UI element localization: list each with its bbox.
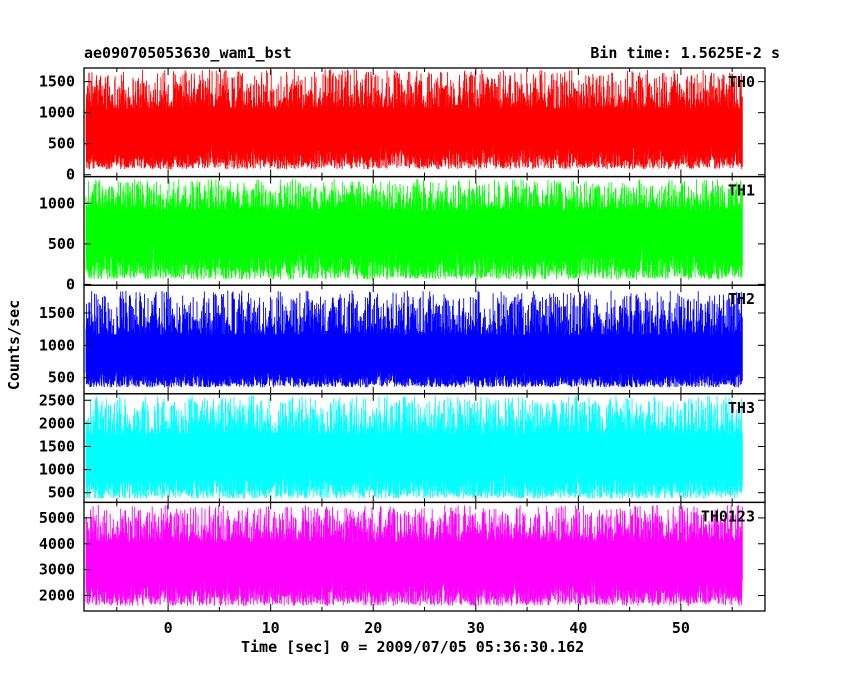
y-tick-label: 1000 <box>39 336 75 354</box>
x-tick-label: 20 <box>364 619 382 637</box>
x-tick-label: 50 <box>672 619 690 637</box>
panel-label-th0123: TH0123 <box>701 507 755 525</box>
y-tick-label: 0 <box>66 166 75 184</box>
y-tick-label: 1500 <box>39 304 75 322</box>
x-tick-label: 30 <box>467 619 485 637</box>
panel-label-th3: TH3 <box>728 399 755 417</box>
y-tick-label: 1500 <box>39 73 75 91</box>
lightcurve-th1 <box>85 179 743 280</box>
x-tick-label: 0 <box>164 619 173 637</box>
panel-label-th0: TH0 <box>728 73 755 91</box>
y-tick-label: 500 <box>48 135 75 153</box>
x-axis-label: Time [sec] 0 = 2009/07/05 05:36:30.162 <box>241 638 585 656</box>
y-tick-label: 1000 <box>39 104 75 122</box>
panel-label-th1: TH1 <box>728 182 755 200</box>
y-tick-label: 500 <box>48 235 75 253</box>
x-tick-label: 40 <box>569 619 587 637</box>
y-tick-label: 0 <box>66 275 75 293</box>
y-tick-label: 2000 <box>39 414 75 432</box>
bin-time-label: Bin time: 1.5625E-2 s <box>590 44 780 62</box>
lightcurve-th3 <box>85 395 743 499</box>
y-tick-label: 4000 <box>39 535 75 553</box>
y-tick-label: 5000 <box>39 509 75 527</box>
y-tick-label: 500 <box>48 484 75 502</box>
panel-label-th2: TH2 <box>728 290 755 308</box>
y-axis-label: Counts/sec <box>5 299 23 391</box>
y-tick-label: 1000 <box>39 461 75 479</box>
y-tick-label: 2000 <box>39 586 75 604</box>
x-tick-label: 10 <box>262 619 280 637</box>
chart-title: ae090705053630_wam1_bst <box>84 44 292 62</box>
y-tick-label: 3000 <box>39 561 75 579</box>
y-tick-label: 1500 <box>39 437 75 455</box>
lightcurve-th0 <box>85 69 743 170</box>
y-tick-label: 2500 <box>39 391 75 409</box>
y-tick-label: 500 <box>48 369 75 387</box>
lightcurve-th2 <box>85 290 743 388</box>
lightcurve-th0123 <box>85 505 743 606</box>
y-tick-label: 1000 <box>39 194 75 212</box>
